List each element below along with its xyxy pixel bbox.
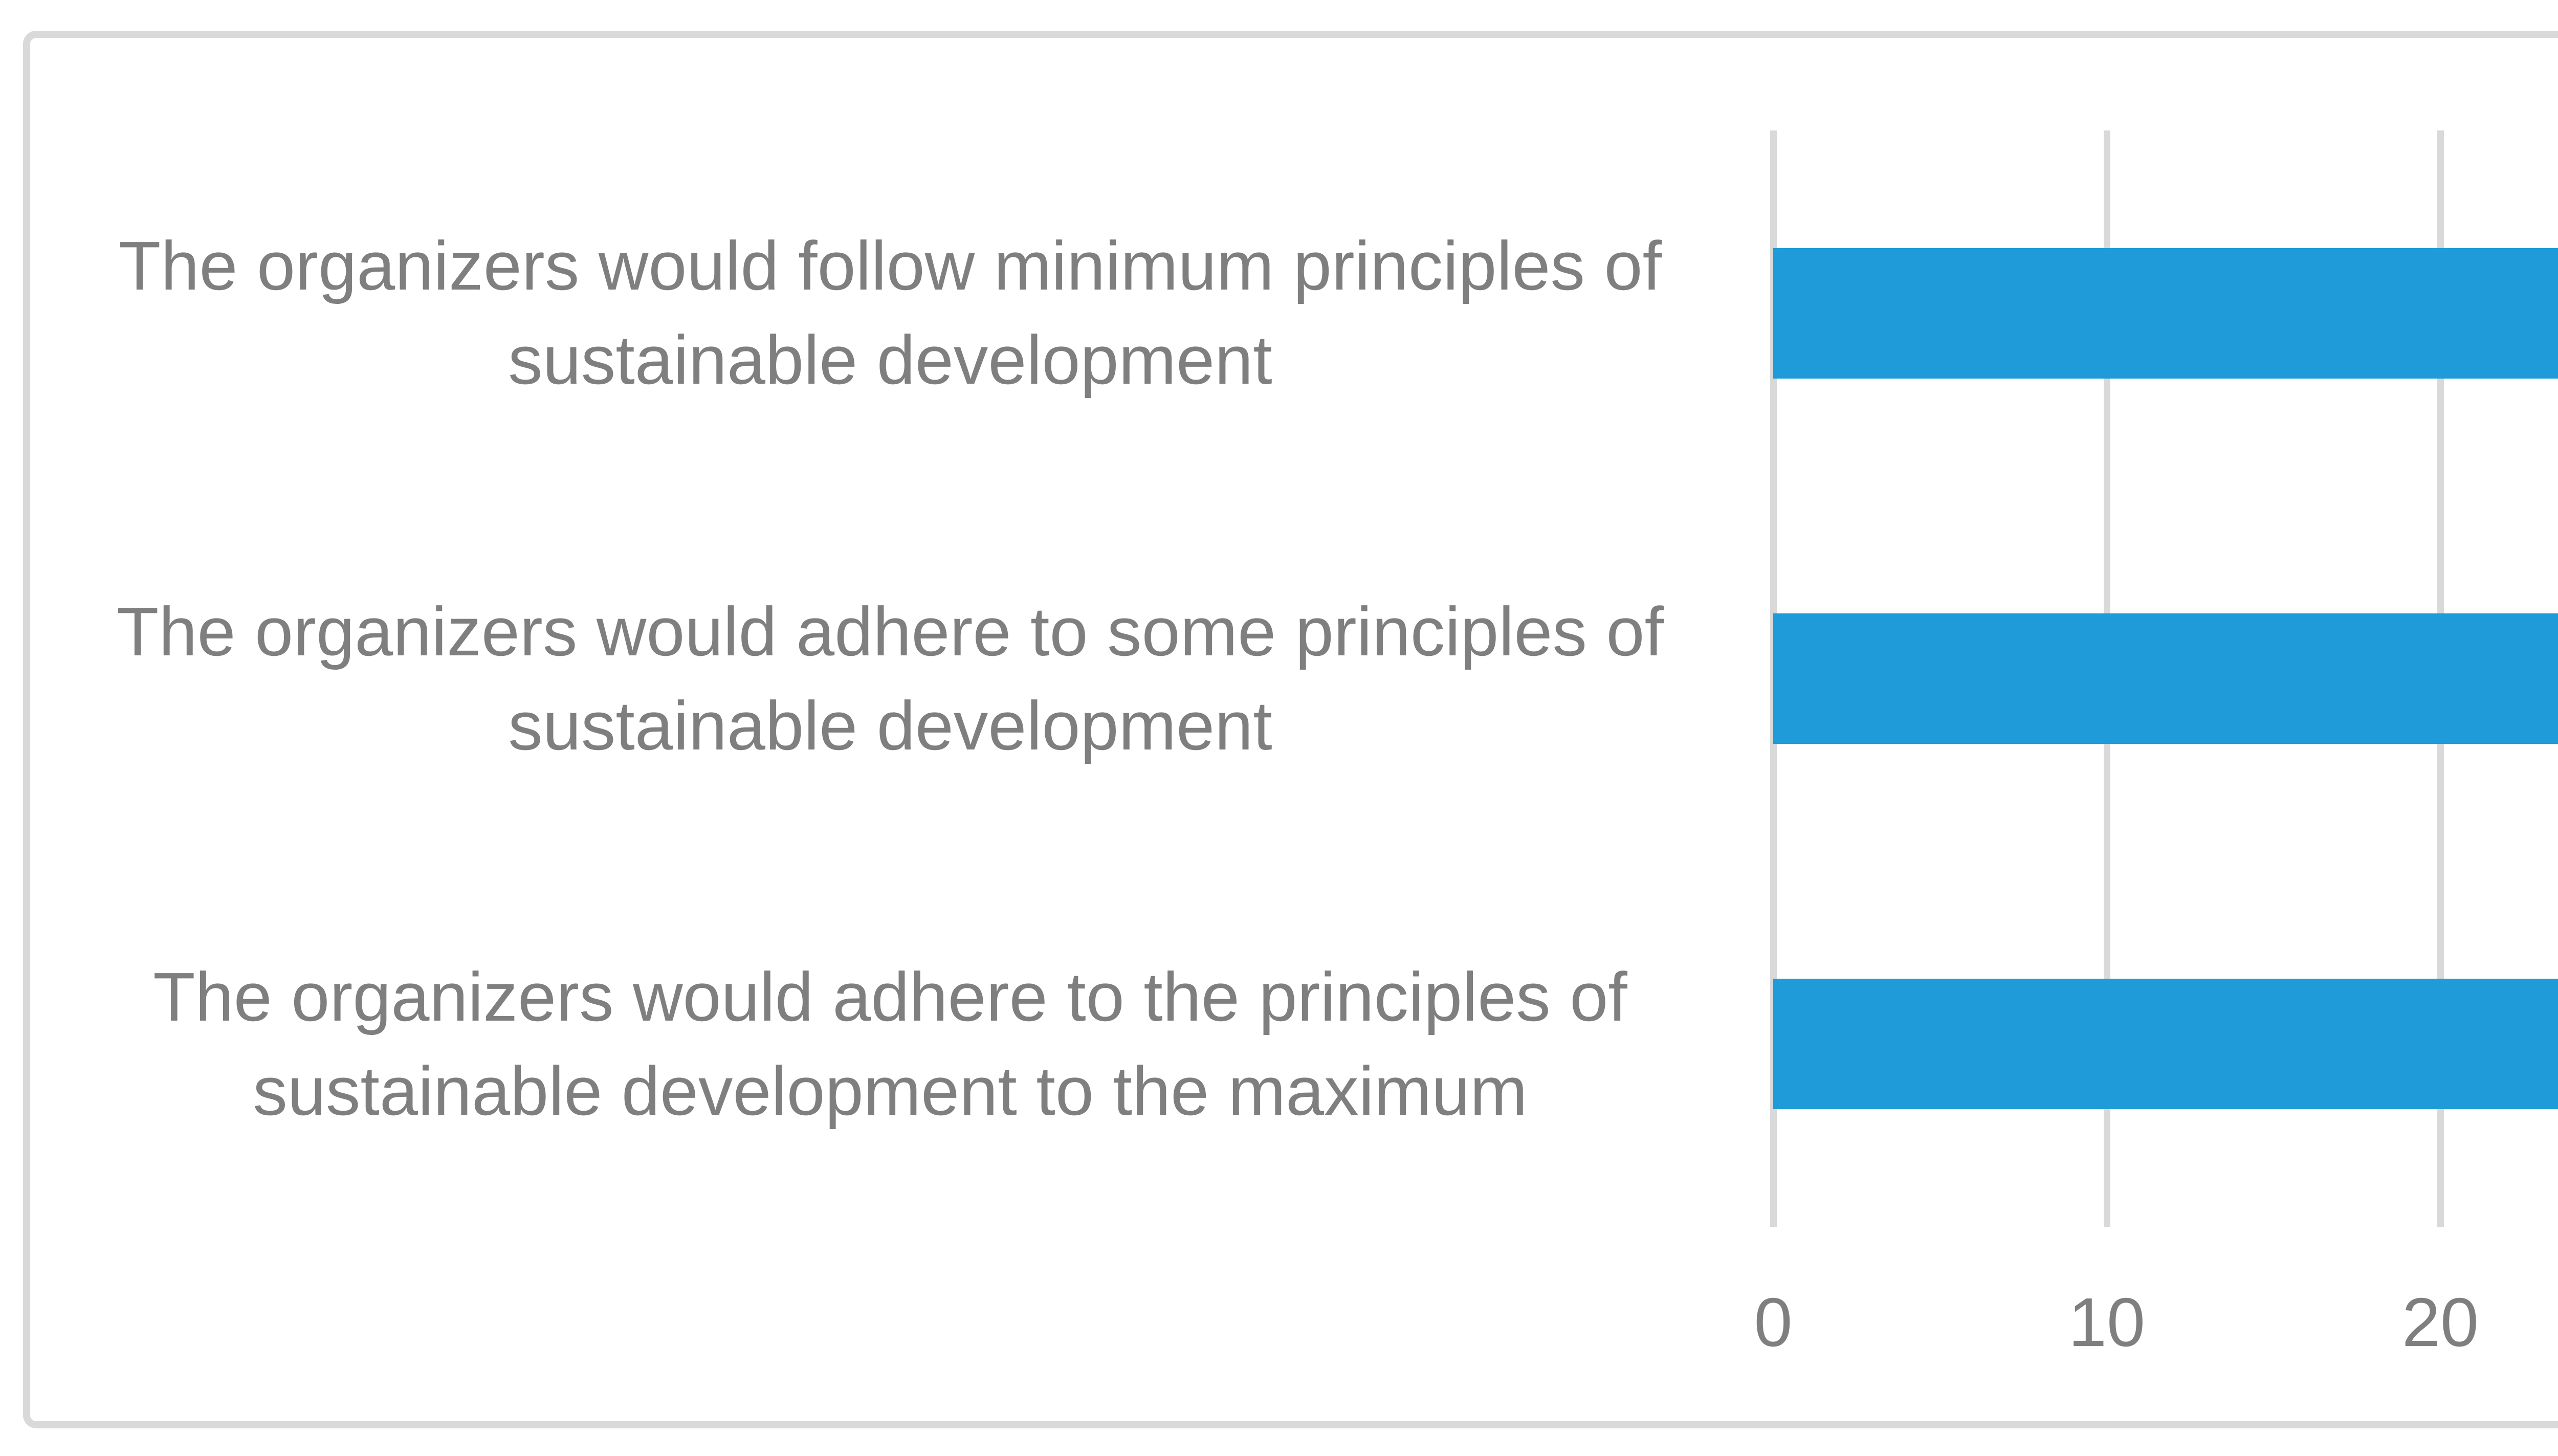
category-label-line: sustainable development bbox=[508, 687, 1272, 764]
category-label-line: The organizers would adhere to the princ… bbox=[153, 958, 1627, 1035]
x-axis-tick-label: 0 bbox=[1754, 1284, 1793, 1361]
category-label-line: sustainable development to the maximum bbox=[253, 1052, 1528, 1130]
category-label-line: The organizers would follow minimum prin… bbox=[118, 227, 1662, 305]
category-label-line: sustainable development bbox=[508, 321, 1272, 399]
chart-border bbox=[23, 31, 2558, 1428]
category-label: The organizers would adhere to the princ… bbox=[38, 950, 1742, 1138]
category-label: The organizers would adhere to some prin… bbox=[38, 585, 1742, 773]
category-label-line: The organizers would adhere to some prin… bbox=[116, 592, 1664, 670]
x-axis-tick-label: 20 bbox=[2401, 1284, 2479, 1361]
bar bbox=[1773, 979, 2558, 1110]
bar bbox=[1773, 248, 2558, 379]
x-axis-tick-label: 10 bbox=[2068, 1284, 2146, 1361]
category-label: The organizers would follow minimum prin… bbox=[38, 219, 1742, 407]
bar bbox=[1773, 613, 2558, 744]
